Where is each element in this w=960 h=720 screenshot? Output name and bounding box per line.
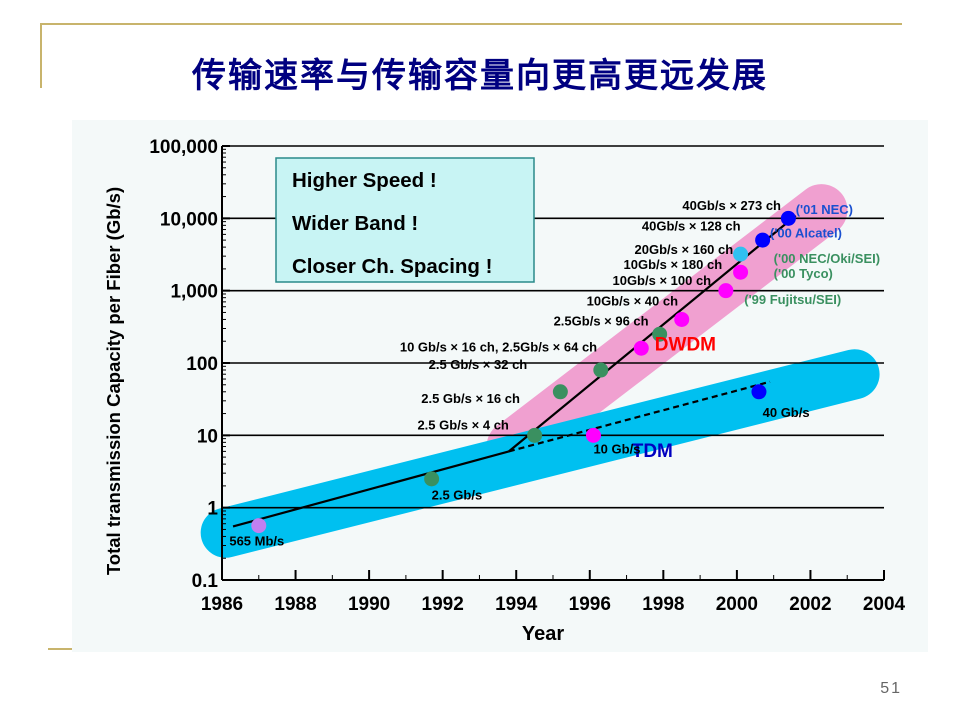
data-point-label: 40Gb/s × 273 ch <box>682 198 781 213</box>
slide-frame-top <box>40 23 902 25</box>
slide-frame-left <box>40 23 42 88</box>
x-axis-label: Year <box>522 623 564 645</box>
x-tick-label: 2004 <box>863 594 906 615</box>
data-point-label: 40Gb/s × 128 ch <box>642 218 741 233</box>
band-label-dwdm: DWDM <box>655 334 716 355</box>
x-tick-label: 1994 <box>495 594 538 615</box>
source-annotation: ('99 Fujitsu/SEI) <box>744 292 841 307</box>
data-point <box>780 210 796 226</box>
data-point <box>251 518 267 534</box>
callout-line: Closer Ch. Spacing ! <box>292 255 492 278</box>
data-point-label: 10Gb/s × 40 ch <box>587 294 678 309</box>
band-label-tdm: TDM <box>632 441 673 462</box>
data-point-label: 2.5Gb/s × 96 ch <box>554 313 649 328</box>
data-point <box>733 264 749 280</box>
y-tick-label: 10,000 <box>160 209 218 230</box>
data-point-label: 565 Mb/s <box>229 533 284 548</box>
y-axis-label: Total transmission Capacity per Fiber (G… <box>103 187 124 575</box>
x-tick-label: 1988 <box>274 594 316 615</box>
data-point <box>527 427 543 443</box>
source-annotation: ('01 NEC) <box>796 202 853 217</box>
source-annotation: ('00 Alcatel) <box>770 226 842 241</box>
data-point-label: 2.5 Gb/s <box>432 487 483 502</box>
callout-box: Higher Speed ! Wider Band ! Closer Ch. Spa… <box>275 157 535 283</box>
data-point <box>755 232 771 248</box>
data-point <box>652 326 668 342</box>
data-point-label: 10Gb/s × 180 ch <box>624 257 723 272</box>
slide-frame-bottom <box>48 648 78 650</box>
y-tick-label: 1 <box>207 499 218 520</box>
data-point <box>593 362 609 378</box>
source-annotation: ('00 Tyco) <box>774 266 833 281</box>
data-point-label: 40 Gb/s <box>763 405 810 420</box>
callout-line: Higher Speed ! <box>292 169 437 192</box>
x-tick-label: 1986 <box>201 594 243 615</box>
y-tick-label: 0.1 <box>192 571 219 592</box>
x-tick-label: 1990 <box>348 594 390 615</box>
data-point <box>733 246 749 262</box>
data-point <box>674 311 690 327</box>
page-number: 51 <box>880 680 902 697</box>
data-point-label: 10 Gb/s × 16 ch, 2.5Gb/s × 64 ch <box>400 339 597 354</box>
data-point-label: 2.5 Gb/s × 4 ch <box>417 418 508 433</box>
data-point-label: 2.5 Gb/s × 16 ch <box>421 391 520 406</box>
labels-layer: DWDM TDM 565 Mb/s 2.5 Gb/s 2.5 Gb/s × 4 ch 2.… <box>229 198 880 548</box>
data-point <box>585 427 601 443</box>
y-tick-label: 1,000 <box>170 282 218 303</box>
trend-line-tdm-dashed <box>508 380 771 453</box>
trend-line-tdm-solid <box>232 450 510 528</box>
data-point-label: 2.5 Gb/s × 32 ch <box>429 357 528 372</box>
data-point-label: 20Gb/s × 160 ch <box>635 242 734 257</box>
data-point-label: 10Gb/s × 100 ch <box>612 273 711 288</box>
slide-title: 传输速率与传输容量向更高更远发展 <box>192 56 768 96</box>
chart-container: 0.1 1 10 100 1,000 10,000 100,000 1986 1988 1990 1… <box>72 120 928 652</box>
y-tick-label: 10 <box>197 426 218 447</box>
data-point-label: 10 Gb/s <box>593 442 640 457</box>
grid-layer <box>222 145 884 509</box>
capacity-chart: 0.1 1 10 100 1,000 10,000 100,000 1986 1988 1990 1… <box>103 137 906 645</box>
y-tick-label: 100 <box>186 354 218 375</box>
x-tick-label: 1996 <box>569 594 611 615</box>
y-tick-label: 100,000 <box>149 137 218 158</box>
callout-line: Wider Band ! <box>292 212 418 235</box>
x-tick-label: 2000 <box>716 594 758 615</box>
data-point <box>718 283 734 299</box>
data-point <box>424 471 440 487</box>
x-tick-label: 1992 <box>422 594 464 615</box>
callout-rect <box>275 157 535 283</box>
x-tick-label: 1998 <box>642 594 684 615</box>
x-tick-label: 2002 <box>789 594 831 615</box>
axes-layer: 0.1 1 10 100 1,000 10,000 100,000 1986 1988 1990 1… <box>103 137 906 645</box>
data-point <box>751 384 767 400</box>
data-point <box>633 340 649 356</box>
band-tdm <box>200 349 880 558</box>
points-layer <box>251 210 796 534</box>
source-annotation: ('00 NEC/Oki/SEI) <box>774 251 880 266</box>
data-point <box>552 384 568 400</box>
